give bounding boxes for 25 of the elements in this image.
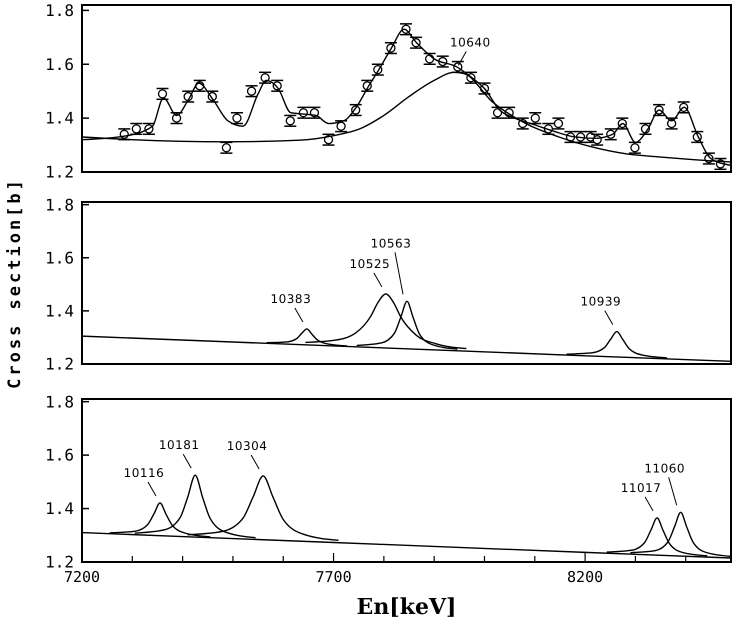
y-tick-label: 1.4 xyxy=(45,301,74,320)
x-tick-label: 8200 xyxy=(567,568,604,586)
annotation: 10525 xyxy=(350,256,390,271)
annotation: 10181 xyxy=(158,438,200,452)
y-tick-label: 1.8 xyxy=(45,195,74,214)
annotation: 10640 xyxy=(450,35,491,50)
annotation: 10116 xyxy=(124,466,164,480)
y-tick-label: 1.6 xyxy=(45,54,74,74)
y-tick-label: 1.4 xyxy=(45,108,74,128)
annotation: 11060 xyxy=(644,461,686,476)
x-axis-title: En[keV] xyxy=(356,594,456,620)
y-tick-label: 1.2 xyxy=(45,162,74,182)
annotation: 10383 xyxy=(270,292,312,306)
y-tick-label: 1.8 xyxy=(45,392,74,412)
annotation: 10304 xyxy=(226,438,268,453)
annotation: 10939 xyxy=(580,294,622,309)
y-tick-label: 1.4 xyxy=(45,499,74,518)
annotation: 10563 xyxy=(370,236,412,250)
x-tick-label: 7700 xyxy=(315,568,352,586)
y-tick-label: 1.8 xyxy=(45,0,74,20)
y-tick-label: 1.6 xyxy=(45,248,74,268)
y-tick-label: 1.6 xyxy=(45,446,74,465)
annotation: 11017 xyxy=(620,480,662,495)
y-tick-label: 1.2 xyxy=(45,354,74,374)
y-axis-title: Cross section[b] xyxy=(5,177,25,389)
